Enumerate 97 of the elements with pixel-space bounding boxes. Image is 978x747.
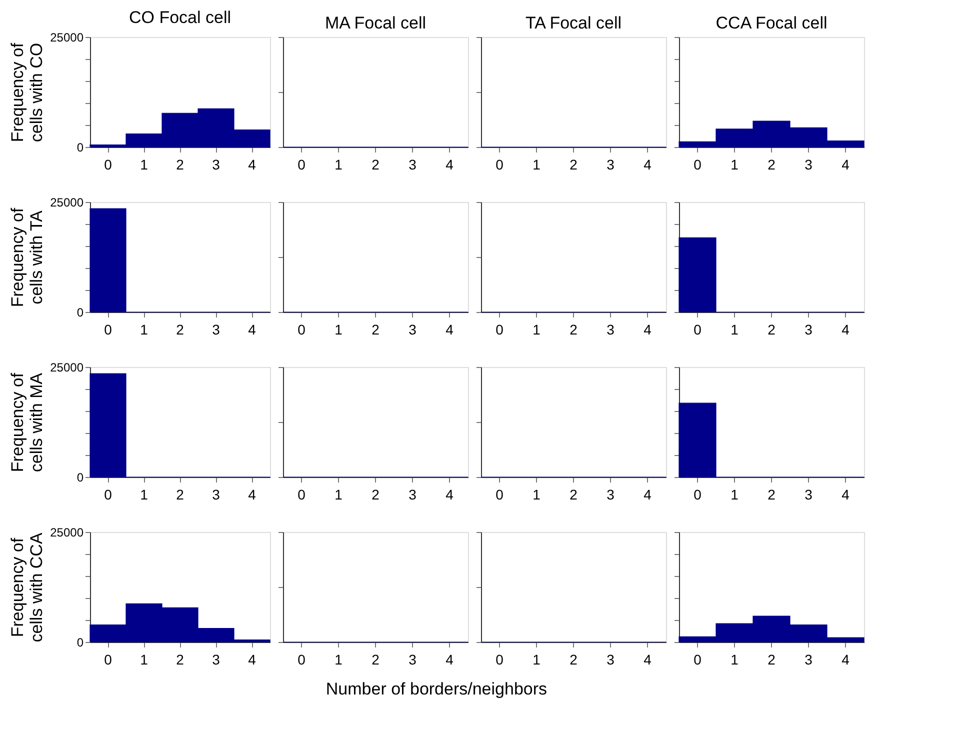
- x-tick-label: 3: [606, 652, 615, 668]
- x-tick-label: 0: [298, 652, 306, 668]
- x-tick-label: 1: [334, 322, 343, 338]
- x-tick-label: 3: [408, 156, 417, 172]
- x-tick-label: 0: [104, 322, 112, 338]
- x-tick-label: 0: [694, 156, 702, 172]
- x-tick-label: 4: [446, 156, 454, 172]
- x-tick-label: 2: [176, 156, 184, 172]
- x-tick-label: 3: [804, 486, 813, 502]
- x-tick-label: 0: [496, 322, 504, 338]
- y-axis-title: Frequency of cells with CO: [8, 42, 46, 142]
- y-axis-title: Frequency of cells with TA: [8, 208, 46, 308]
- x-tick-label: 4: [446, 486, 454, 502]
- x-tick-label: 1: [730, 486, 739, 502]
- x-tick-label: 2: [570, 652, 578, 668]
- x-tick-label: 3: [408, 486, 417, 502]
- x-tick-label: 4: [446, 652, 454, 668]
- x-tick-label: 3: [804, 322, 813, 338]
- y-tick-label: 0: [76, 470, 84, 484]
- y-tick-label: 0: [76, 140, 84, 154]
- y-axis-title: Frequency of cells with CCA: [8, 532, 46, 642]
- x-tick-label: 1: [532, 322, 541, 338]
- x-tick-label: 2: [372, 652, 380, 668]
- x-tick-label: 2: [372, 322, 380, 338]
- x-tick-label: 1: [532, 486, 541, 502]
- x-tick-label: 0: [104, 652, 112, 668]
- x-tick-label: 0: [694, 322, 702, 338]
- chart-title: CCA Focal cell: [716, 14, 828, 32]
- x-tick-label: 1: [140, 652, 148, 668]
- x-tick-label: 0: [298, 486, 306, 502]
- y-axis-title: Frequency of cells with MA: [8, 372, 46, 472]
- x-tick-label: 1: [140, 486, 148, 502]
- x-tick-label: 4: [644, 156, 652, 172]
- y-tick-label: 25000: [50, 526, 84, 540]
- x-tick-label: 0: [298, 156, 306, 172]
- x-tick-label: 2: [768, 322, 776, 338]
- x-tick-label: 2: [176, 322, 184, 338]
- chart-title: CO Focal cell: [128, 8, 232, 27]
- chart-title: MA Focal cell: [324, 14, 426, 32]
- x-tick-label: 4: [842, 322, 850, 338]
- x-tick-label: 3: [212, 156, 220, 172]
- y-tick-label: 25000: [50, 360, 84, 374]
- y-tick-label: 25000: [50, 196, 84, 210]
- y-tick-label: 25000: [50, 30, 84, 44]
- x-tick-label: 3: [606, 486, 615, 502]
- x-tick-label: 0: [496, 486, 504, 502]
- x-tick-label: 1: [730, 156, 739, 172]
- y-tick-label: 0: [76, 636, 84, 650]
- x-tick-label: 2: [176, 652, 184, 668]
- x-tick-label: 0: [104, 486, 112, 502]
- x-tick-label: 4: [644, 652, 652, 668]
- x-tick-label: 1: [334, 486, 343, 502]
- x-tick-label: 0: [104, 156, 112, 172]
- x-tick-label: 4: [644, 322, 652, 338]
- x-tick-label: 1: [334, 652, 343, 668]
- y-tick-label: 0: [76, 306, 84, 320]
- x-tick-label: 1: [730, 322, 739, 338]
- x-tick-label: 4: [248, 156, 256, 172]
- x-tick-label: 2: [570, 322, 578, 338]
- x-tick-label: 0: [694, 652, 702, 668]
- x-tick-label: 4: [644, 486, 652, 502]
- x-tick-label: 1: [532, 652, 541, 668]
- x-tick-label: 3: [606, 322, 615, 338]
- x-tick-label: 3: [212, 486, 220, 502]
- x-tick-label: 4: [842, 156, 850, 172]
- x-tick-label: 2: [570, 156, 578, 172]
- x-tick-label: 3: [408, 652, 417, 668]
- x-tick-label: 3: [212, 322, 220, 338]
- chart-title: TA Focal cell: [525, 14, 622, 32]
- x-tick-label: 0: [298, 322, 306, 338]
- x-tick-label: 1: [334, 156, 343, 172]
- x-tick-label: 1: [140, 322, 148, 338]
- x-tick-label: 3: [804, 652, 813, 668]
- x-tick-label: 2: [372, 486, 380, 502]
- x-tick-label: 3: [212, 652, 220, 668]
- x-tick-label: 4: [248, 486, 256, 502]
- x-tick-label: 0: [496, 652, 504, 668]
- x-tick-label: 2: [768, 652, 776, 668]
- x-tick-label: 3: [804, 156, 813, 172]
- x-tick-label: 4: [446, 322, 454, 338]
- x-tick-label: 2: [372, 156, 380, 172]
- x-tick-label: 1: [532, 156, 541, 172]
- x-tick-label: 3: [606, 156, 615, 172]
- x-tick-label: 4: [248, 322, 256, 338]
- x-axis-title: Number of borders/neighbors: [326, 680, 548, 698]
- x-tick-label: 3: [408, 322, 417, 338]
- x-tick-label: 2: [570, 486, 578, 502]
- x-tick-label: 2: [768, 156, 776, 172]
- x-tick-label: 4: [248, 652, 256, 668]
- x-tick-label: 1: [730, 652, 739, 668]
- x-tick-label: 4: [842, 652, 850, 668]
- x-tick-label: 1: [140, 156, 148, 172]
- x-tick-label: 2: [768, 486, 776, 502]
- x-tick-label: 0: [694, 486, 702, 502]
- x-tick-label: 2: [176, 486, 184, 502]
- x-tick-label: 0: [496, 156, 504, 172]
- x-tick-label: 4: [842, 486, 850, 502]
